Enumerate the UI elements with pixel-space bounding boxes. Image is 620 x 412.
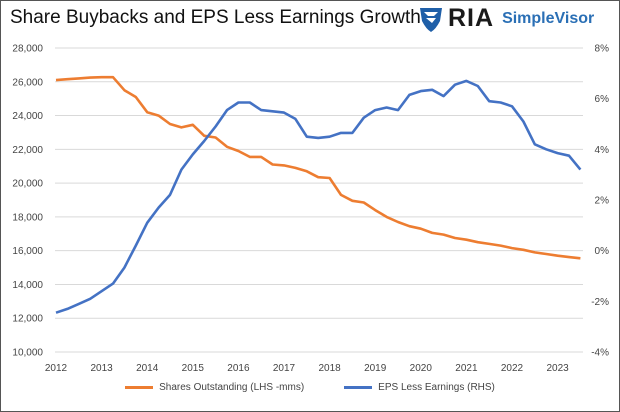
chart-title: Share Buybacks and EPS Less Earnings Gro… [10, 7, 421, 28]
x-tick-label: 2019 [364, 363, 387, 374]
x-tick-label: 2017 [273, 363, 296, 374]
y-right-tick-label: -2% [591, 297, 609, 308]
y-left-tick-label: 24,000 [12, 111, 43, 122]
y-left-tick-label: 22,000 [12, 145, 43, 156]
legend-label-shares: Shares Outstanding (LHS -mms) [159, 382, 305, 393]
y-right-tick-label: 6% [595, 94, 610, 105]
y-right-tick-label: 2% [595, 196, 610, 207]
y-right-tick-label: 4% [595, 145, 610, 156]
x-tick-label: 2022 [501, 363, 524, 374]
y-left-tick-label: 10,000 [12, 348, 43, 359]
legend-swatch-eps [344, 386, 373, 389]
x-tick-label: 2014 [136, 363, 159, 374]
y-right-tick-label: 0% [595, 246, 610, 257]
logo-text: RIA [448, 4, 495, 32]
x-tick-label: 2015 [182, 363, 205, 374]
x-tick-label: 2016 [227, 363, 250, 374]
logo-subtext: SimpleVisor [502, 9, 595, 27]
y-left-tick-label: 18,000 [12, 212, 43, 223]
legend-label-eps: EPS Less Earnings (RHS) [378, 382, 495, 393]
x-tick-label: 2013 [90, 363, 113, 374]
y-left-tick-label: 26,000 [12, 77, 43, 88]
x-tick-label: 2020 [410, 363, 433, 374]
y-left-tick-label: 12,000 [12, 314, 43, 325]
series-line-shares-outstanding [55, 75, 581, 260]
x-tick-label: 2012 [45, 363, 68, 374]
ria-logo: RIA SimpleVisor [418, 4, 594, 33]
y-left-tick-label: 20,000 [12, 179, 43, 190]
legend: Shares Outstanding (LHS -mms) EPS Less E… [1, 382, 619, 393]
x-tick-label: 2018 [318, 363, 341, 374]
y-left-tick-label: 16,000 [12, 246, 43, 257]
y-right-tick-label: 8% [595, 44, 610, 55]
line-chart: 10,000 12,000 14,000 16,000 18,000 20,000 22,0… [12, 44, 610, 375]
eagle-shield-icon [420, 7, 442, 32]
x-tick-label: 2023 [546, 363, 569, 374]
legend-item-eps: EPS Less Earnings (RHS) [344, 382, 495, 393]
series-line-eps-less-earnings [55, 79, 582, 314]
legend-swatch-shares [125, 386, 154, 389]
y-left-tick-label: 14,000 [12, 280, 43, 291]
y-left-tick-label: 28,000 [12, 44, 43, 55]
x-tick-label: 2021 [455, 363, 478, 374]
legend-item-shares: Shares Outstanding (LHS -mms) [125, 382, 304, 393]
y-right-tick-label: -4% [591, 348, 609, 359]
